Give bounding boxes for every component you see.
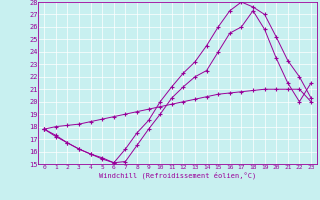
X-axis label: Windchill (Refroidissement éolien,°C): Windchill (Refroidissement éolien,°C) — [99, 171, 256, 179]
